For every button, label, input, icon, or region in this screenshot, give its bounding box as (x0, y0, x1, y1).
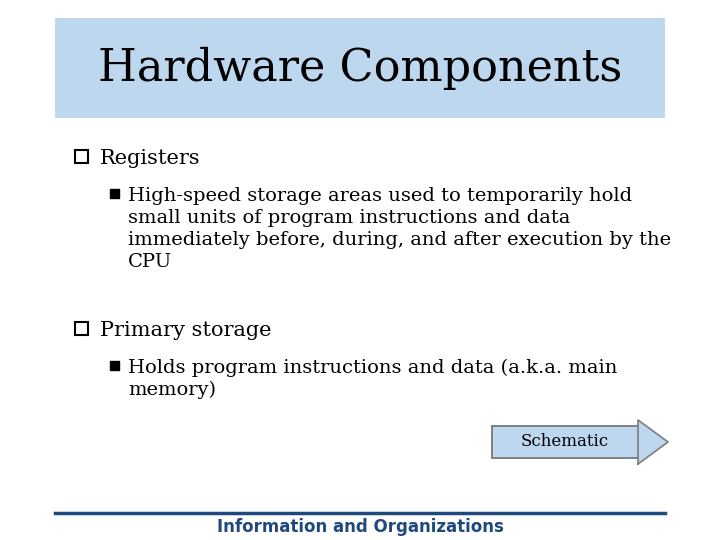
Text: Schematic: Schematic (521, 434, 609, 450)
Polygon shape (638, 420, 668, 464)
Text: Registers: Registers (100, 148, 201, 167)
Text: Information and Organizations: Information and Organizations (217, 518, 503, 536)
Text: High-speed storage areas used to temporarily hold: High-speed storage areas used to tempora… (128, 187, 632, 205)
Text: Holds program instructions and data (a.k.a. main: Holds program instructions and data (a.k… (128, 359, 617, 377)
Text: CPU: CPU (128, 253, 172, 271)
FancyBboxPatch shape (492, 426, 638, 458)
Text: Primary storage: Primary storage (100, 321, 271, 340)
Text: memory): memory) (128, 381, 216, 399)
Text: immediately before, during, and after execution by the: immediately before, during, and after ex… (128, 231, 671, 249)
Text: Hardware Components: Hardware Components (98, 46, 622, 90)
Text: small units of program instructions and data: small units of program instructions and … (128, 209, 570, 227)
